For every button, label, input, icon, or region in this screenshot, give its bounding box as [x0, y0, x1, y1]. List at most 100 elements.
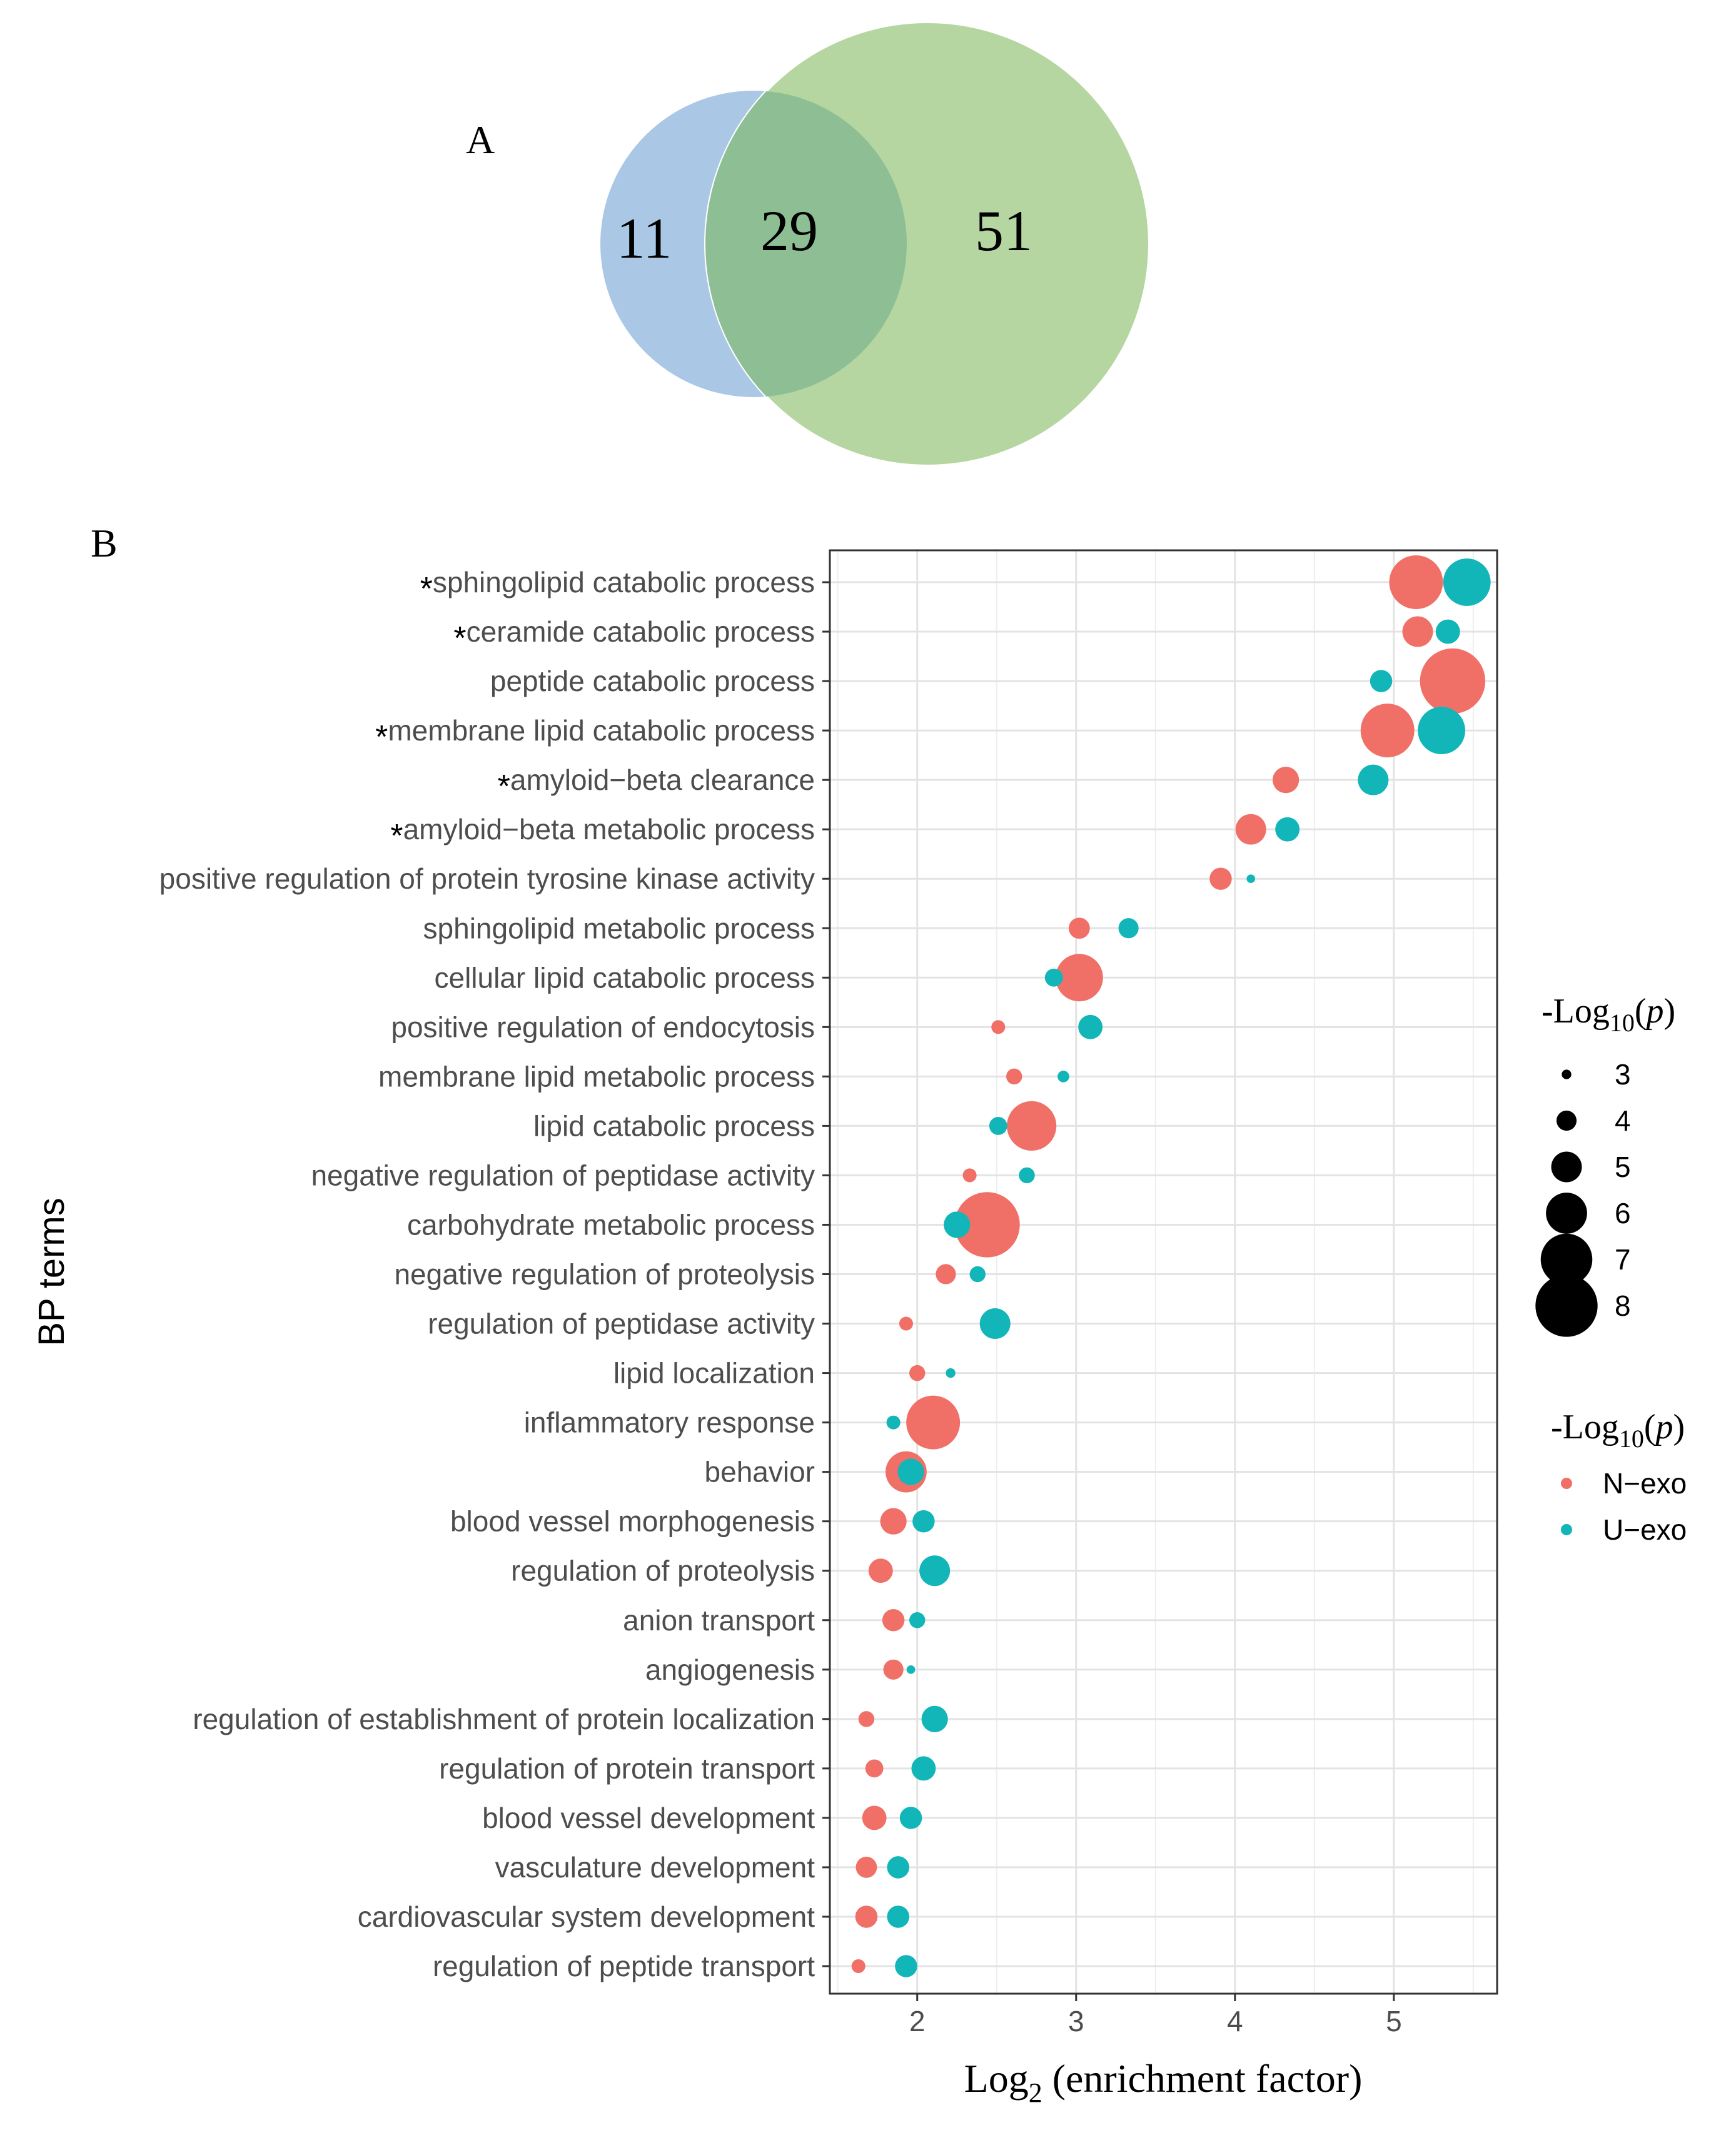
bubble-point	[936, 1264, 956, 1285]
venn-overlap-region	[705, 91, 907, 397]
color-legend-label: N−exo	[1603, 1467, 1687, 1500]
plot-border	[829, 549, 1498, 1995]
y-tick-label: positive regulation of protein tyrosine …	[159, 862, 815, 895]
bubble-point	[868, 1558, 893, 1583]
asterisk-marker: *	[390, 818, 403, 854]
bubble-point	[909, 1365, 926, 1381]
size-legend-dot	[1546, 1193, 1587, 1234]
y-tick-label: angiogenesis	[645, 1653, 815, 1686]
bubble-point	[1019, 1167, 1035, 1184]
bubble-point	[912, 1510, 935, 1533]
size-legend-label: 4	[1615, 1104, 1631, 1137]
bubble-point	[855, 1857, 877, 1878]
y-tick-label: vasculature development	[495, 1851, 815, 1884]
size-legend-dot	[1556, 1110, 1577, 1131]
y-tick-label: peptide catabolic process	[490, 665, 815, 697]
y-tick-label: blood vessel development	[482, 1802, 815, 1834]
bubble-point	[906, 1665, 916, 1674]
bubble-point	[1209, 867, 1232, 890]
bubble-point	[1006, 1068, 1022, 1085]
size-legend-label: 8	[1615, 1290, 1631, 1322]
bubble-point	[946, 1368, 956, 1378]
x-axis-title-subscript: 2	[1029, 2077, 1042, 2108]
bubble-point	[1044, 968, 1063, 987]
y-tick-label: membrane lipid metabolic process	[378, 1060, 815, 1093]
venn-diagram: A 11 29 51	[466, 21, 1151, 467]
bubble-point	[855, 1905, 878, 1928]
panel-a-label: A	[466, 118, 495, 162]
color-legend-dot	[1561, 1524, 1572, 1535]
bubble-point	[1246, 874, 1256, 884]
x-tick-labels: 2 3 4 5	[909, 1994, 1402, 2037]
bubble-point	[1418, 707, 1466, 755]
x-tick-label: 4	[1227, 2005, 1243, 2037]
bubble-point	[887, 1905, 910, 1928]
y-tick-label: lipid localization	[613, 1357, 815, 1390]
bubble-point	[1370, 670, 1393, 692]
y-tick-label: regulation of peptidase activity	[428, 1308, 815, 1340]
bubble-point	[887, 1856, 910, 1879]
bubble-point	[979, 1308, 1011, 1340]
bubble-point	[991, 1020, 1006, 1034]
y-tick-label: regulation of proteolysis	[511, 1555, 815, 1587]
color-legend: -Log10(p) N−exo U−exo	[1551, 1408, 1687, 1546]
bubble-point	[858, 1711, 875, 1727]
bubble-point	[906, 1395, 961, 1450]
bubble-point	[919, 1555, 951, 1587]
y-tick-label: *ceramide catabolic process	[453, 615, 815, 657]
bubble-point	[1235, 814, 1266, 845]
y-tick-label: negative regulation of peptidase activit…	[311, 1159, 815, 1191]
bubble-point	[969, 1266, 986, 1283]
bubble-point	[899, 1807, 922, 1829]
y-tick-label: blood vessel morphogenesis	[450, 1505, 815, 1538]
x-axis-title: Log2 (enrichment factor)	[964, 2056, 1363, 2108]
x-tick-label: 2	[909, 2005, 926, 2037]
y-tick-label: *membrane lipid catabolic process	[375, 714, 815, 755]
size-legend-dot	[1551, 1151, 1582, 1183]
color-legend-dot	[1561, 1478, 1572, 1489]
bubble-point	[962, 1168, 977, 1183]
y-tick-label: sphingolipid metabolic process	[423, 912, 815, 944]
y-tick-label: *amyloid−beta clearance	[498, 764, 815, 805]
bubble-point	[1055, 954, 1103, 1002]
bubble-point	[1420, 648, 1486, 714]
data-points	[851, 555, 1491, 1977]
y-tick-label: behavior	[705, 1456, 815, 1488]
asterisk-marker: *	[375, 719, 388, 755]
venn-right-count: 51	[975, 199, 1032, 263]
bubble-point	[1443, 558, 1491, 606]
x-tick-label: 3	[1068, 2005, 1084, 2037]
panel-b-label: B	[91, 521, 118, 565]
y-tick-label: positive regulation of endocytosis	[391, 1011, 815, 1043]
y-tick-label: regulation of establishment of protein l…	[193, 1703, 815, 1735]
y-tick-label: cellular lipid catabolic process	[434, 961, 815, 994]
y-tick-label: regulation of protein transport	[439, 1752, 815, 1785]
bubble-point	[1389, 555, 1443, 609]
plot-grid	[830, 550, 1497, 1994]
bubble-point	[1272, 767, 1299, 794]
color-legend-title: -Log10(p)	[1551, 1408, 1685, 1453]
bubble-point	[1360, 704, 1415, 758]
size-legend-dot	[1540, 1233, 1593, 1286]
bubble-point	[1068, 917, 1090, 939]
bubble-point	[851, 1959, 865, 1974]
size-legend-label: 3	[1615, 1058, 1631, 1091]
y-tick-label: lipid catabolic process	[533, 1109, 815, 1142]
size-legend-label: 7	[1615, 1243, 1631, 1276]
y-tick-label: regulation of peptide transport	[433, 1950, 815, 1982]
y-tick-labels: *sphingolipid catabolic process *ceramide…	[159, 566, 830, 1982]
y-tick-label: *amyloid−beta metabolic process	[390, 813, 815, 854]
venn-left-count: 11	[617, 206, 672, 270]
venn-overlap-count: 29	[760, 199, 818, 263]
bubble-point	[1057, 1070, 1069, 1083]
bubble-point	[1118, 918, 1139, 939]
bubble-point	[880, 1508, 907, 1535]
size-legend: -Log10(p) 3 4 5 6 7 8	[1535, 992, 1675, 1337]
bubble-point	[899, 1316, 913, 1331]
y-tick-label: cardiovascular system development	[358, 1900, 815, 1933]
bubble-point	[989, 1116, 1007, 1135]
bubble-point	[954, 1192, 1020, 1258]
bubble-point	[1078, 1014, 1103, 1039]
y-axis-title: BP terms	[31, 1198, 72, 1346]
